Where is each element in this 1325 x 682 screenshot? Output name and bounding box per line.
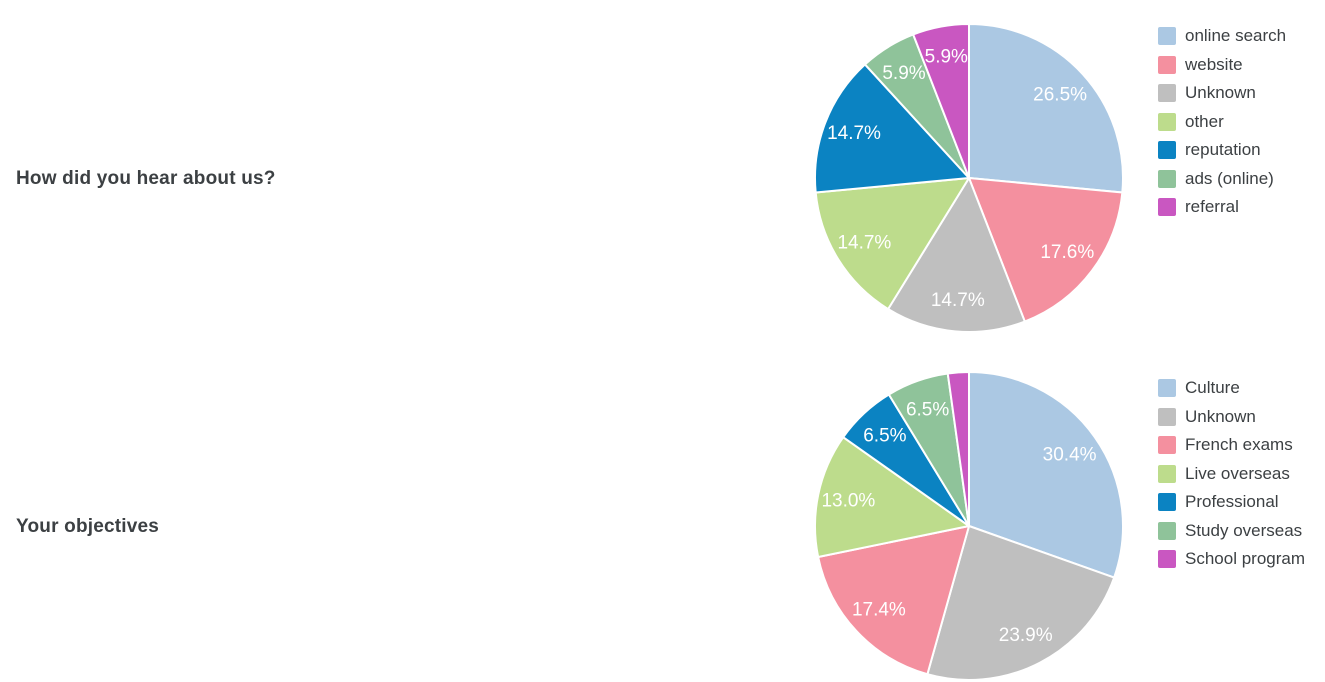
- legend-swatch: [1158, 141, 1176, 160]
- legend-item-unknown[interactable]: Unknown: [1158, 403, 1305, 432]
- pie-slice-culture[interactable]: [968, 371, 1124, 579]
- legend-item-ads-online[interactable]: ads (online): [1158, 165, 1286, 194]
- legend-label: School program: [1185, 549, 1306, 569]
- legend-swatch: [1158, 379, 1176, 398]
- slice-percent-label: 14.7%: [931, 290, 985, 311]
- slice-percent-label: 17.4%: [852, 600, 906, 621]
- legend-label: ads (online): [1185, 168, 1274, 188]
- legend-swatch: [1158, 112, 1176, 131]
- slice-percent-label: 30.4%: [1043, 444, 1097, 465]
- chart-title: Your objectives: [16, 516, 160, 537]
- legend-item-live-overseas[interactable]: Live overseas: [1158, 460, 1305, 489]
- legend-label: Professional: [1185, 492, 1279, 512]
- slice-percent-label: 14.7%: [837, 233, 891, 254]
- legend-swatch: [1158, 521, 1176, 540]
- legend-label: French exams: [1185, 435, 1293, 455]
- slice-percent-label: 23.9%: [999, 625, 1053, 646]
- legend-label: online search: [1185, 26, 1287, 46]
- pie-slice-unknown[interactable]: [926, 525, 1116, 681]
- legend-item-other[interactable]: other: [1158, 108, 1286, 137]
- legend-swatch: [1158, 84, 1176, 103]
- legend-swatch: [1158, 550, 1176, 569]
- legend-item-website[interactable]: website: [1158, 51, 1286, 80]
- legend-swatch: [1158, 493, 1176, 512]
- pie-slice-online-search[interactable]: [968, 23, 1124, 194]
- legend-label: other: [1185, 111, 1224, 131]
- legend-swatch: [1158, 169, 1176, 188]
- legend-swatch: [1158, 55, 1176, 74]
- legend-item-reputation[interactable]: reputation: [1158, 136, 1286, 165]
- legend-label: Culture: [1185, 378, 1240, 398]
- legend-item-unknown[interactable]: Unknown: [1158, 79, 1286, 108]
- pie-slice-school-program[interactable]: [946, 370, 970, 527]
- legend-label: Live overseas: [1185, 463, 1290, 483]
- slice-percent-label: 5.9%: [925, 46, 968, 67]
- legend-item-french-exams[interactable]: French exams: [1158, 431, 1305, 460]
- slice-percent-label: 5.9%: [882, 63, 925, 84]
- legend-item-school-program[interactable]: School program: [1158, 545, 1305, 574]
- legend-label: referral: [1185, 197, 1239, 217]
- pie-slice-referral[interactable]: [912, 23, 970, 179]
- slice-percent-label: 17.6%: [1040, 242, 1094, 263]
- slice-percent-label: 13.0%: [821, 490, 875, 511]
- legend-item-online-search[interactable]: online search: [1158, 22, 1286, 51]
- legend-swatch: [1158, 407, 1176, 426]
- legend-swatch: [1158, 27, 1176, 46]
- legend: online search website Unknown other reputati…: [1158, 22, 1286, 222]
- legend: Culture Unknown French exams Live overseas P…: [1158, 374, 1305, 574]
- chart-title: How did you hear about us?: [16, 168, 276, 189]
- legend-item-professional[interactable]: Professional: [1158, 488, 1305, 517]
- slice-percent-label: 14.7%: [827, 123, 881, 144]
- slice-percent-label: 26.5%: [1033, 85, 1087, 106]
- legend-item-study-overseas[interactable]: Study overseas: [1158, 517, 1305, 546]
- pie-slice-french-exams[interactable]: [817, 525, 970, 676]
- pie-slice-reputation[interactable]: [814, 63, 970, 194]
- pie-chart: 26.5% 17.6% 14.7% 14.7% 14.7% 5.9%5.9%: [814, 23, 1124, 333]
- pie-chart: 30.4% 23.9% 17.4% 13.0% 6.5%6.5%: [814, 370, 1124, 681]
- pie-slice-live-overseas[interactable]: [814, 436, 970, 559]
- pie-slice-website[interactable]: [968, 177, 1124, 323]
- legend-swatch: [1158, 464, 1176, 483]
- legend-label: Unknown: [1185, 83, 1256, 103]
- legend-swatch: [1158, 436, 1176, 455]
- slice-percent-label: 6.5%: [906, 400, 949, 421]
- legend-label: Study overseas: [1185, 520, 1303, 540]
- slice-percent-label: 6.5%: [863, 426, 906, 447]
- legend-label: reputation: [1185, 140, 1261, 160]
- pie-slice-other[interactable]: [814, 177, 970, 311]
- legend-label: Unknown: [1185, 406, 1256, 426]
- legend-swatch: [1158, 198, 1176, 217]
- legend-item-culture[interactable]: Culture: [1158, 374, 1305, 403]
- legend-item-referral[interactable]: referral: [1158, 193, 1286, 222]
- legend-label: website: [1185, 54, 1243, 74]
- pie-slice-unknown[interactable]: [887, 177, 1026, 333]
